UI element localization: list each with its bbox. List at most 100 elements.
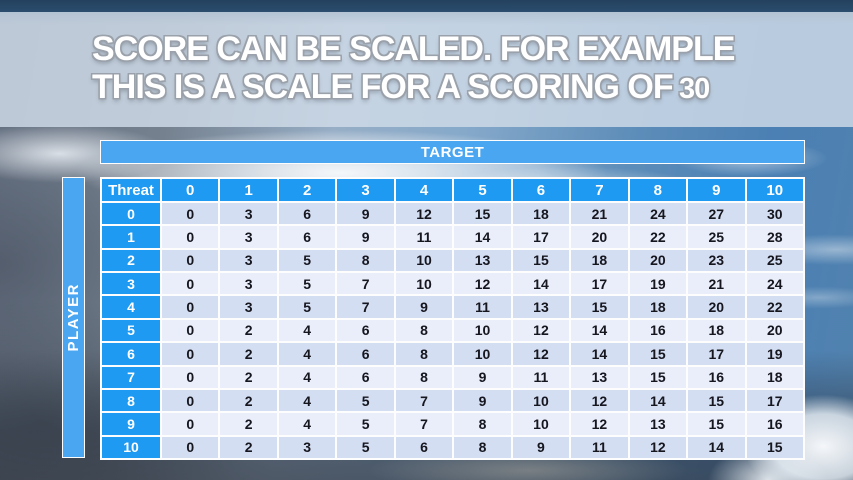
score-cell: 2 xyxy=(218,387,279,414)
score-cell: 3 xyxy=(218,200,279,227)
score-cell: 15 xyxy=(686,387,747,414)
score-cell: 21 xyxy=(569,200,630,227)
score-cell: 4 xyxy=(276,364,338,390)
score-cell: 8 xyxy=(452,411,513,437)
score-cell: 6 xyxy=(276,224,338,250)
target-col-header-0: 0 xyxy=(159,177,221,203)
score-cell: 8 xyxy=(393,317,455,344)
score-cell: 0 xyxy=(159,341,221,367)
score-cell: 3 xyxy=(218,271,279,297)
score-cell: 16 xyxy=(627,317,689,344)
table-row: 7 0 2 4 6 8 9 11 13 15 16 18 xyxy=(100,364,806,390)
score-cell: 4 xyxy=(276,341,338,367)
score-cell: 11 xyxy=(393,224,455,250)
table-row: 6 0 2 4 6 8 10 12 14 15 17 19 xyxy=(100,341,806,367)
score-cell: 9 xyxy=(393,294,455,320)
score-cell: 18 xyxy=(569,247,630,274)
threat-corner-header: Threat xyxy=(100,177,162,203)
score-cell: 21 xyxy=(686,271,747,297)
title-score-number: 30 xyxy=(679,73,710,105)
score-cell: 23 xyxy=(686,247,747,274)
target-col-header-9: 9 xyxy=(686,177,747,203)
score-cell: 24 xyxy=(744,271,806,297)
target-col-header-6: 6 xyxy=(510,177,572,203)
score-cell: 6 xyxy=(335,317,396,344)
score-cell: 4 xyxy=(276,387,338,414)
score-cell: 14 xyxy=(569,341,630,367)
score-cell: 0 xyxy=(159,411,221,437)
score-cell: 6 xyxy=(335,341,396,367)
matrix-body: 0 0 3 6 9 12 15 18 21 24 27 30 1 0 3 6 9 11 14 17 20 22 25 28 2 0… xyxy=(100,200,806,461)
score-cell: 0 xyxy=(159,294,221,320)
score-cell: 15 xyxy=(627,364,689,390)
score-cell: 15 xyxy=(744,434,806,461)
score-cell: 3 xyxy=(218,247,279,274)
player-row-header-2: 2 xyxy=(100,247,162,274)
title-banner: SCORE CAN BE SCALED. FOR EXAMPLE THIS IS… xyxy=(0,12,853,127)
score-cell: 5 xyxy=(335,434,396,461)
table-row: 9 0 2 4 5 7 8 10 12 13 15 16 xyxy=(100,411,806,437)
target-col-header-7: 7 xyxy=(569,177,630,203)
score-cell: 9 xyxy=(452,387,513,414)
table-row: 1 0 3 6 9 11 14 17 20 22 25 28 xyxy=(100,224,806,250)
score-cell: 12 xyxy=(569,387,630,414)
score-cell: 9 xyxy=(452,364,513,390)
score-cell: 19 xyxy=(627,271,689,297)
score-cell: 17 xyxy=(686,341,747,367)
score-cell: 5 xyxy=(335,387,396,414)
score-cell: 15 xyxy=(452,200,513,227)
score-cell: 0 xyxy=(159,364,221,390)
score-cell: 12 xyxy=(510,317,572,344)
score-cell: 14 xyxy=(686,434,747,461)
score-cell: 20 xyxy=(686,294,747,320)
score-cell: 11 xyxy=(510,364,572,390)
score-cell: 14 xyxy=(627,387,689,414)
score-cell: 17 xyxy=(510,224,572,250)
player-row-header-7: 7 xyxy=(100,364,162,390)
score-cell: 2 xyxy=(218,411,279,437)
score-cell: 7 xyxy=(393,387,455,414)
score-cell: 24 xyxy=(627,200,689,227)
player-row-header-9: 9 xyxy=(100,411,162,437)
score-cell: 9 xyxy=(510,434,572,461)
table-row: 2 0 3 5 8 10 13 15 18 20 23 25 xyxy=(100,247,806,274)
score-cell: 5 xyxy=(276,247,338,274)
player-row-header-10: 10 xyxy=(100,434,162,461)
title-line-2-text: THIS IS A SCALE FOR A SCORING OF xyxy=(92,68,674,106)
table-row: 0 0 3 6 9 12 15 18 21 24 27 30 xyxy=(100,200,806,227)
player-row-header-5: 5 xyxy=(100,317,162,344)
player-label: PLAYER xyxy=(65,283,82,352)
score-cell: 7 xyxy=(335,271,396,297)
score-cell: 0 xyxy=(159,247,221,274)
score-cell: 12 xyxy=(627,434,689,461)
score-cell: 2 xyxy=(218,317,279,344)
score-cell: 10 xyxy=(393,247,455,274)
score-cell: 2 xyxy=(218,364,279,390)
score-cell: 27 xyxy=(686,200,747,227)
score-cell: 10 xyxy=(510,411,572,437)
score-cell: 17 xyxy=(744,387,806,414)
score-cell: 4 xyxy=(276,317,338,344)
matrix-header: Threat 0 1 2 3 4 5 6 7 8 9 10 xyxy=(100,177,806,203)
score-cell: 0 xyxy=(159,271,221,297)
score-cell: 13 xyxy=(569,364,630,390)
score-cell: 12 xyxy=(510,341,572,367)
score-cell: 17 xyxy=(569,271,630,297)
score-cell: 18 xyxy=(686,317,747,344)
target-col-header-1: 1 xyxy=(218,177,279,203)
target-col-header-10: 10 xyxy=(744,177,806,203)
score-cell: 30 xyxy=(744,200,806,227)
score-cell: 18 xyxy=(627,294,689,320)
score-cell: 15 xyxy=(686,411,747,437)
player-row-header-0: 0 xyxy=(100,200,162,227)
score-cell: 15 xyxy=(510,247,572,274)
score-cell: 5 xyxy=(276,294,338,320)
score-cell: 13 xyxy=(627,411,689,437)
target-header-bar: TARGET xyxy=(100,140,805,164)
table-row: 8 0 2 4 5 7 9 10 12 14 15 17 xyxy=(100,387,806,414)
table-row: 3 0 3 5 7 10 12 14 17 19 21 24 xyxy=(100,271,806,297)
target-col-header-3: 3 xyxy=(335,177,396,203)
score-cell: 8 xyxy=(452,434,513,461)
target-label: TARGET xyxy=(420,143,485,161)
